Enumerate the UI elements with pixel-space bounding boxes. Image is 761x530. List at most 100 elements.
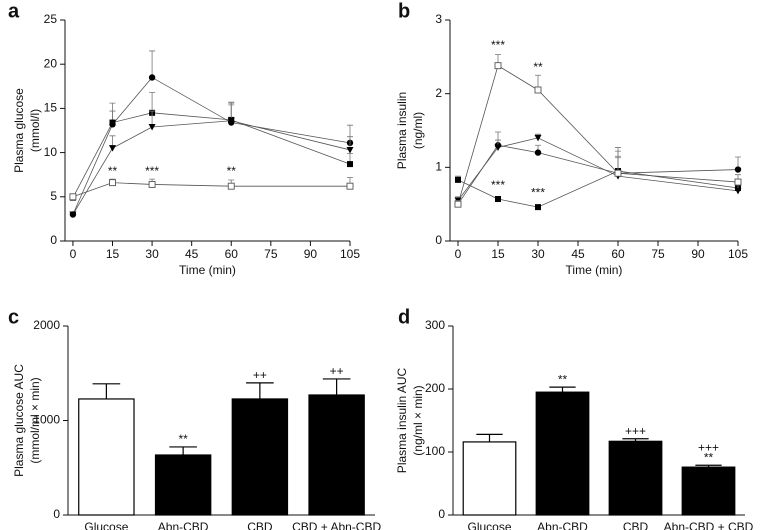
marker xyxy=(69,211,77,218)
y-tick-label: 5 xyxy=(50,189,57,203)
marker xyxy=(109,145,116,152)
x-tick-label: 45 xyxy=(185,247,199,261)
y-axis-label: Plasma glucose xyxy=(12,88,26,173)
annotation: *** xyxy=(145,164,159,178)
x-tick-label: 75 xyxy=(651,247,665,261)
y-tick-label: 3 xyxy=(435,12,442,26)
y-tick-label: 1000 xyxy=(33,413,60,427)
bar xyxy=(308,394,365,516)
x-tick-label: 30 xyxy=(145,247,159,261)
x-tick-label: Abn-CBD xyxy=(537,520,588,530)
y-tick-label: 0 xyxy=(435,233,442,247)
y-axis-label: (ng/ml × min) xyxy=(411,385,425,455)
annotation: ** xyxy=(227,164,237,178)
annotation: ** xyxy=(704,450,714,464)
marker xyxy=(734,187,742,195)
error-bar xyxy=(246,382,274,399)
marker xyxy=(346,146,354,154)
x-tick-label: CBD xyxy=(247,520,273,530)
bar xyxy=(681,466,736,516)
error-bar xyxy=(149,50,156,78)
marker xyxy=(495,196,501,203)
error-bar xyxy=(169,446,197,455)
error-bar xyxy=(92,383,121,399)
y-tick-label: 1 xyxy=(435,160,442,174)
x-axis-label: Time (min) xyxy=(179,263,236,277)
annotation: +++ xyxy=(625,424,646,438)
x-tick-label: 60 xyxy=(611,247,625,261)
marker xyxy=(494,62,502,70)
bar xyxy=(78,398,135,516)
x-tick-label: 90 xyxy=(691,247,705,261)
marker xyxy=(734,178,742,186)
y-axis-label: (mmol/l) xyxy=(28,109,42,152)
y-tick-label: 0 xyxy=(53,507,60,521)
x-tick-label: 30 xyxy=(531,247,545,261)
marker xyxy=(534,149,542,156)
y-tick-label: 2 xyxy=(435,86,442,100)
y-axis-label: Plasma insulin AUC xyxy=(395,367,409,473)
annotation: ** xyxy=(178,432,188,446)
x-tick-label: 15 xyxy=(106,247,120,261)
annotation: ++ xyxy=(253,368,267,382)
marker xyxy=(535,204,541,211)
x-tick-label: Glucose xyxy=(84,520,128,530)
marker xyxy=(347,161,353,168)
marker xyxy=(148,123,156,131)
y-axis-label: (ng/ml) xyxy=(411,112,425,149)
panel-label: c xyxy=(8,306,19,328)
bar xyxy=(154,454,212,516)
x-tick-label: CBD + Abn-CBD xyxy=(292,520,381,530)
y-axis-label: Plasma glucose AUC xyxy=(12,364,26,477)
y-axis-label: Plasma insulin xyxy=(395,92,409,169)
error-bar xyxy=(549,386,576,393)
error-bar xyxy=(476,433,503,442)
y-tick-label: 0 xyxy=(50,233,57,247)
y-tick-label: 10 xyxy=(44,145,58,159)
marker xyxy=(534,134,542,142)
x-tick-label: 75 xyxy=(264,247,278,261)
annotation: *** xyxy=(491,38,505,52)
x-tick-label: 105 xyxy=(340,247,360,261)
bar xyxy=(462,441,517,516)
marker xyxy=(454,200,462,208)
y-tick-label: 300 xyxy=(425,318,445,332)
series-line xyxy=(457,144,739,205)
y-tick-label: 15 xyxy=(44,101,58,115)
annotation: *** xyxy=(531,185,545,199)
x-tick-label: Abn-CBD xyxy=(158,520,209,530)
marker xyxy=(455,176,461,183)
error-bar xyxy=(109,102,116,123)
y-tick-label: 2000 xyxy=(33,318,60,332)
error-bar xyxy=(615,150,621,174)
error-bar xyxy=(149,92,156,113)
panel-label: a xyxy=(8,0,20,22)
annotation: ** xyxy=(533,60,543,74)
x-tick-label: Glucose xyxy=(467,520,511,530)
marker xyxy=(148,180,156,188)
y-tick-label: 200 xyxy=(425,381,445,395)
marker xyxy=(346,182,354,190)
bar xyxy=(608,440,663,516)
marker xyxy=(614,169,622,177)
marker xyxy=(148,74,156,81)
x-tick-label: Abn-CBD + CBD xyxy=(664,520,754,530)
marker xyxy=(109,119,116,126)
marker xyxy=(534,86,542,94)
x-tick-label: 45 xyxy=(571,247,585,261)
x-tick-label: 0 xyxy=(70,247,77,261)
x-tick-label: 105 xyxy=(728,247,748,261)
marker xyxy=(734,166,742,173)
y-tick-label: 0 xyxy=(438,507,445,521)
x-tick-label: CBD xyxy=(623,520,649,530)
annotation: +++ xyxy=(698,440,719,454)
x-axis-label: Time (min) xyxy=(566,263,623,277)
x-tick-label: 60 xyxy=(225,247,239,261)
panel-label: d xyxy=(398,306,410,328)
marker xyxy=(69,193,77,201)
x-tick-label: 15 xyxy=(491,247,505,261)
marker xyxy=(109,179,116,187)
y-tick-label: 100 xyxy=(425,444,445,458)
y-axis-label: (mmol/ml × min) xyxy=(28,377,42,463)
annotation: ** xyxy=(558,372,568,386)
